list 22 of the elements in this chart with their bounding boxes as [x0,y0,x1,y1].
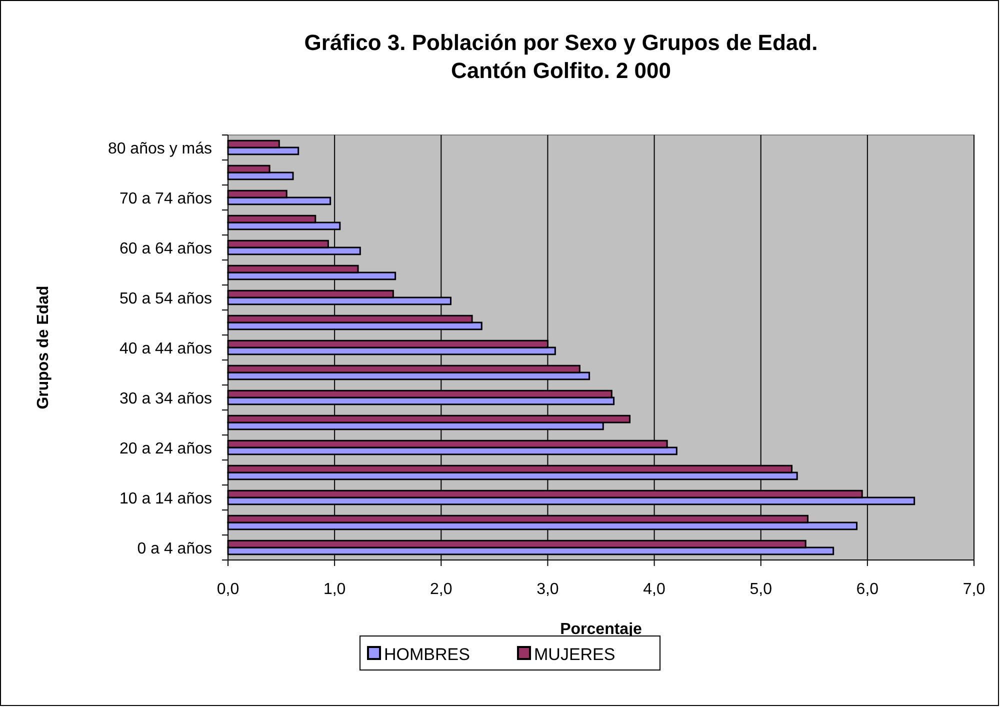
legend-label: MUJERES [534,645,616,664]
y-tick-label: 80 años y más [108,140,212,158]
chart-title: Gráfico 3. Población por Sexo y Grupos de Edad. Cantón Golfito. 2 000 [304,30,818,83]
y-tick-label: 30 a 34 años [119,390,212,408]
y-tick-label: 60 a 64 años [119,240,212,258]
y-tick-label: 50 a 54 años [119,290,212,308]
y-tick-label: 10 a 14 años [119,490,212,508]
y-tick-label: 0 a 4 años [137,540,212,558]
y-tick-label: 70 a 74 años [119,190,212,208]
legend-label: HOMBRES [384,645,470,664]
x-tick-label: 2,0 [430,581,452,598]
x-tick-label: 0,0 [216,581,240,598]
x-axis-title: Porcentaje [560,621,642,638]
x-tick-label: 4,0 [643,581,666,598]
x-tick-label: 6,0 [856,581,879,598]
y-axis-title: Grupos de Edad [35,286,52,410]
x-tick-label: 1,0 [323,581,346,598]
y-tick-label: 20 a 24 años [119,440,212,458]
y-tick-label: 40 a 44 años [119,340,212,358]
x-tick-label: 7,0 [962,581,986,598]
x-tick-label: 5,0 [750,581,772,598]
x-tick-label: 3,0 [536,581,559,598]
